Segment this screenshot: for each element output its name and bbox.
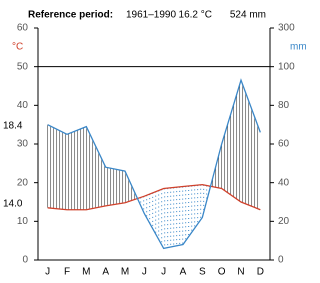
chart: Reference period: 1961–1990 16.2 °C 524 … bbox=[3, 10, 306, 278]
x-tick-label: O bbox=[218, 267, 226, 278]
annual-precipitation: 524 mm bbox=[230, 10, 266, 21]
x-tick-label: D bbox=[257, 267, 264, 278]
x-tick-label: J bbox=[142, 267, 147, 278]
y2-tick-label: 300 bbox=[278, 23, 295, 34]
x-tick-label: M bbox=[121, 267, 129, 278]
y2-tick-label: 100 bbox=[278, 61, 295, 72]
period: 1961–1990 bbox=[126, 10, 176, 21]
series-line bbox=[47, 183, 261, 211]
y2-tick-label: 20 bbox=[278, 216, 290, 227]
period-label: Reference period: bbox=[28, 10, 113, 21]
series-line bbox=[47, 78, 261, 250]
y2-tick-label: 60 bbox=[278, 139, 290, 150]
x-tick-label: A bbox=[180, 267, 187, 278]
x-tick-label: S bbox=[199, 267, 206, 278]
y-tick-label: 40 bbox=[17, 100, 29, 111]
x-tick-label: J bbox=[45, 267, 50, 278]
x-tick-label: A bbox=[102, 267, 109, 278]
y-tick-label: 30 bbox=[17, 139, 29, 150]
x-tick-label: N bbox=[237, 267, 244, 278]
y2-axis-label: mm bbox=[290, 42, 306, 53]
y-tick-label: 20 bbox=[17, 177, 29, 188]
side-label: 18.4 bbox=[3, 121, 23, 132]
mean-temperature: 16.2 °C bbox=[179, 10, 212, 21]
x-tick-label: M bbox=[82, 267, 90, 278]
x-tick-label: F bbox=[64, 267, 70, 278]
y-axis-label: °C bbox=[12, 42, 23, 53]
y2-tick-label: 0 bbox=[278, 255, 284, 266]
y-tick-label: 0 bbox=[22, 255, 28, 266]
y-tick-label: 10 bbox=[17, 216, 29, 227]
y-tick-label: 50 bbox=[17, 61, 29, 72]
y-tick-label: 60 bbox=[17, 23, 29, 34]
y2-tick-label: 40 bbox=[278, 177, 290, 188]
y2-tick-label: 80 bbox=[278, 100, 290, 111]
side-label: 14.0 bbox=[3, 199, 23, 210]
x-tick-label: J bbox=[161, 267, 166, 278]
